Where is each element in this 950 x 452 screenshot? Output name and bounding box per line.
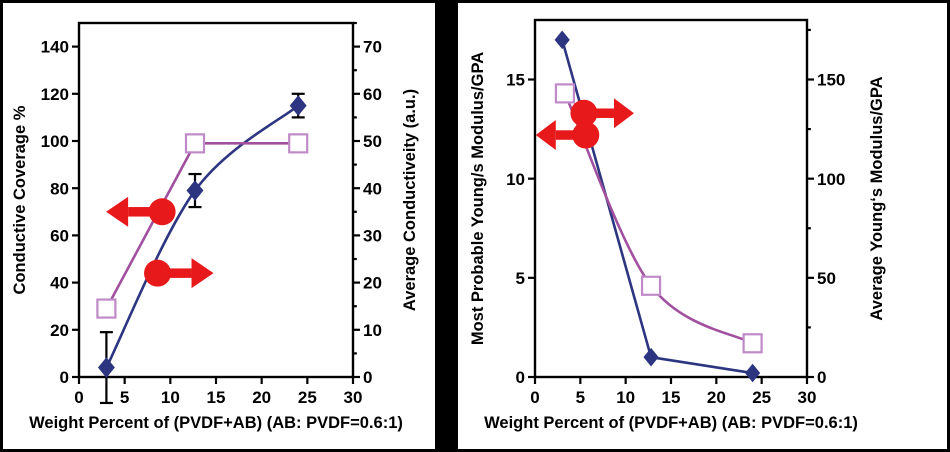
y2-axis-tick-label: 0	[817, 368, 826, 387]
y-axis-tick-label: 10	[506, 170, 525, 189]
y2-axis-tick-label: 150	[817, 71, 845, 90]
x-axis-tick-label: 15	[662, 388, 681, 407]
y-axis-title: Conductive Coverage %	[11, 105, 29, 294]
arrow-head	[106, 196, 129, 227]
y-axis-tick-label: 100	[41, 132, 69, 151]
series-2-open-square	[96, 133, 309, 319]
y2-axis-tick-label: 20	[363, 274, 382, 293]
data-point-square	[96, 298, 117, 319]
data-point-square	[184, 133, 206, 154]
left-arrow-annotation	[535, 120, 600, 151]
panel-separator-bar	[435, 0, 458, 452]
y-axis-title: Most Probable Young/s Modulus/GPA	[469, 52, 487, 345]
y-axis-tick-label: 120	[41, 85, 69, 104]
x-axis-tick-label: 0	[74, 388, 83, 407]
y-axis-tick-label: 20	[50, 321, 69, 340]
y-axis-tick-label: 0	[60, 368, 69, 387]
data-point-diamond	[186, 180, 204, 201]
chart-panel-modulus: 0 5 10 15 20 25 30 0 5 10 15 0 50 100 150 Most Probable…	[458, 0, 947, 452]
y2-axis-tick-label: 60	[363, 85, 382, 104]
arrow-shaft	[128, 207, 163, 217]
y-axis-tick-label: 80	[50, 179, 69, 198]
x-axis-tick-label: 10	[616, 388, 635, 407]
y-axis-tick-label: 140	[41, 38, 69, 57]
x-axis-title: Weight Percent of (PVDF+AB) (AB: PVDF=0.…	[29, 414, 403, 432]
right-arrow-annotation	[144, 258, 214, 289]
conductivity-panel-root: 0 5 10 15 20 25 300204060801001201400102030405…	[11, 21, 419, 432]
y-axis-tick-label: 15	[506, 71, 525, 90]
y2-axis-tick-label: 100	[817, 170, 845, 189]
data-point-diamond	[643, 347, 659, 367]
left-arrow-annotation	[106, 196, 176, 227]
data-point-diamond	[97, 357, 115, 378]
right-arrow-annotation	[570, 98, 634, 129]
plot-frame	[533, 18, 809, 379]
data-point-square	[640, 275, 662, 296]
data-point-diamond	[289, 95, 307, 116]
y-axis-tick-label: 0	[516, 368, 525, 387]
annotation-circle	[572, 121, 600, 149]
x-axis-tick-label: 5	[576, 388, 585, 407]
data-point-square	[554, 83, 576, 104]
data-point-diamond	[554, 30, 570, 50]
y2-axis-tick-label: 10	[363, 321, 382, 340]
arrow-head	[191, 258, 214, 289]
annotation-circle	[144, 259, 172, 287]
x-axis-tick-label: 30	[798, 388, 817, 407]
series-1-diamond	[97, 92, 307, 405]
arrow-shaft	[555, 130, 586, 140]
x-axis-tick-label: 5	[120, 388, 129, 407]
y2-axis-tick-label: 50	[363, 132, 382, 151]
y2-axis-tick-label: 0	[363, 368, 372, 387]
x-axis-tick-label: 25	[298, 388, 317, 407]
y2-axis-tick-label: 70	[363, 38, 382, 57]
data-point-square	[742, 333, 763, 354]
arrow-shaft	[157, 268, 192, 278]
data-point-diamond	[744, 363, 761, 383]
y-axis-tick-label: 60	[50, 227, 69, 246]
y-axis-tick-label: 40	[50, 274, 69, 293]
y2-axis-title: Average Young‘s Modulus/GPA	[868, 76, 886, 320]
x-axis-tick-label: 25	[752, 388, 771, 407]
annotation-circle	[570, 99, 598, 127]
x-axis-tick-label: 20	[252, 388, 271, 407]
y2-axis-title: Average Conductiveity (a.u.)	[401, 89, 419, 311]
x-axis-tick-label: 20	[707, 388, 726, 407]
arrow-head	[613, 98, 634, 129]
data-point-square	[288, 133, 309, 154]
y2-axis-tick-label: 30	[363, 227, 382, 246]
x-axis-tick-label: 15	[207, 388, 226, 407]
y2-axis-tick-label: 40	[363, 179, 382, 198]
plot-frame	[77, 21, 355, 379]
arrow-shaft	[583, 108, 614, 118]
arrow-head	[535, 120, 556, 151]
x-axis-tick-label: 30	[344, 388, 363, 407]
y2-axis-tick-label: 50	[817, 269, 836, 288]
annotation-circle	[148, 198, 176, 226]
x-axis-tick-label: 10	[161, 388, 180, 407]
chart-panel-conductivity: 0 5 10 15 20 25 30 0 20 40 60 80 100 120 140 0 10 20 30 40 5…	[3, 0, 435, 452]
x-axis-title: Weight Percent of (PVDF+AB) (AB: PVDF=0.…	[484, 414, 858, 432]
y-axis-tick-label: 5	[516, 269, 525, 288]
conductivity-plot: 0 5 10 15 20 25 300204060801001201400102030405…	[11, 21, 419, 432]
x-axis-tick-label: 0	[530, 388, 539, 407]
